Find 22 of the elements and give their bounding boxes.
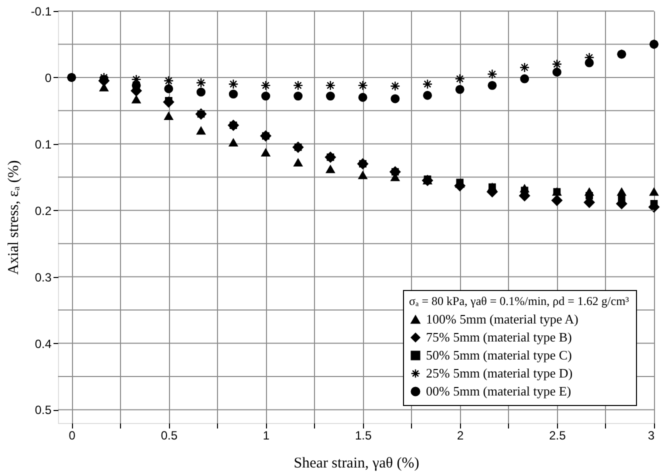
- x-tick-label: 0.5: [160, 428, 178, 442]
- legend-label: 00% 5mm (material type E): [426, 384, 572, 398]
- y-tick-label: 0.5: [34, 403, 52, 418]
- legend-label: 75% 5mm (material type B): [426, 330, 572, 344]
- x-tick-label: 2: [457, 428, 464, 442]
- legend-title: σₐ = 80 kPa, γaθ = 0.1%/min, ρd = 1.62 g/cm³: [409, 294, 630, 308]
- x-tick-label: 3: [648, 428, 655, 442]
- y-tick-label: 0: [44, 70, 52, 85]
- y-tick-label: 0.3: [34, 270, 52, 284]
- legend-label: 50% 5mm (material type C): [426, 348, 572, 362]
- x-axis-title: Shear strain, γaθ (%): [294, 456, 420, 472]
- y-tick-label: 0.1: [34, 137, 52, 152]
- legend-label: 25% 5mm (material type D): [426, 366, 573, 380]
- y-axis-title: Axial stress, εₐ (%): [6, 160, 22, 275]
- legend-label: 100% 5mm (material type A): [426, 312, 578, 326]
- y-tick-label: 0.4: [34, 336, 52, 351]
- x-tick-label: 1.5: [354, 428, 372, 442]
- y-tick-label: 0.2: [34, 204, 52, 218]
- x-tick-label: 1: [262, 428, 270, 442]
- x-tick-label: 2.5: [549, 428, 566, 442]
- x-tick-label: 0: [68, 428, 76, 442]
- y-tick-label: -0.1: [30, 4, 52, 18]
